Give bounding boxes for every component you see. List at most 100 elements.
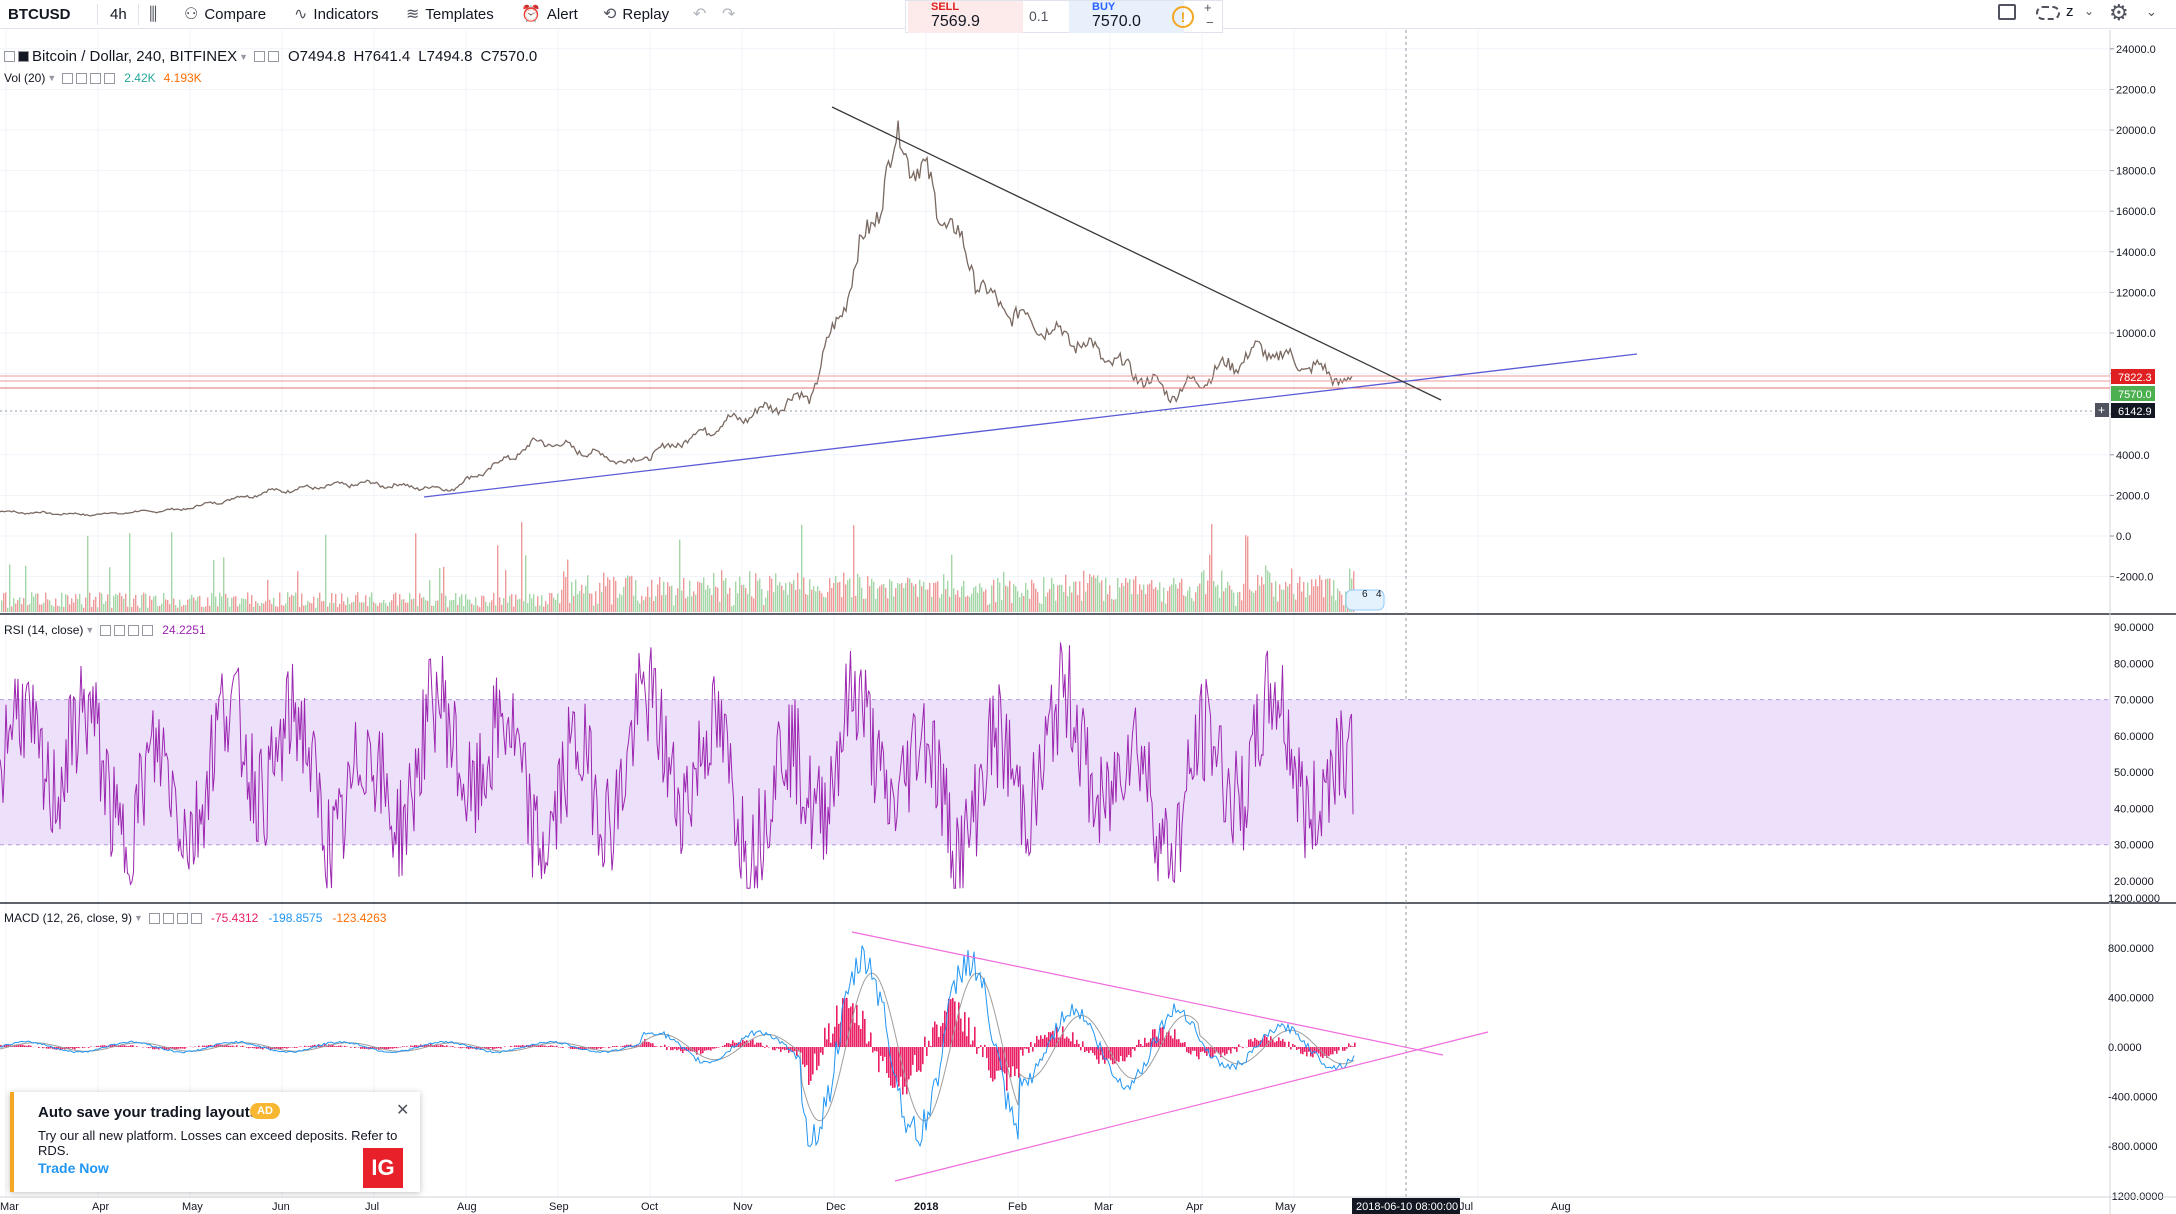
histogram-bar bbox=[768, 1047, 770, 1048]
cloud-save-button[interactable] bbox=[2036, 6, 2060, 20]
histogram-bar bbox=[1354, 1042, 1356, 1047]
collapse-icon[interactable] bbox=[4, 51, 15, 62]
chevron-down-icon[interactable]: ▼ bbox=[47, 73, 57, 83]
volume-bar bbox=[665, 594, 667, 612]
minus-icon[interactable]: − bbox=[1206, 15, 1214, 30]
histogram-bar bbox=[490, 1047, 492, 1049]
volume-bar bbox=[609, 579, 611, 612]
chevron-down-icon[interactable]: ▼ bbox=[134, 913, 143, 923]
chevron-down-icon[interactable]: ⌄ bbox=[2084, 4, 2095, 18]
volume-bar bbox=[785, 582, 787, 612]
plus-icon[interactable]: + bbox=[1204, 0, 1212, 15]
histogram-bar bbox=[1096, 1047, 1098, 1060]
volume-bars bbox=[1, 522, 1355, 612]
histogram-bar bbox=[772, 1047, 774, 1050]
indicators-button[interactable]: ∿ Indicators bbox=[294, 0, 378, 28]
close-icon[interactable] bbox=[142, 624, 154, 636]
chevron-down-icon[interactable]: ⌄ bbox=[2146, 4, 2157, 19]
volume-bar bbox=[357, 592, 359, 612]
histogram-bar bbox=[330, 1044, 332, 1047]
volume-bar bbox=[789, 581, 791, 612]
rsi-value: 24.2251 bbox=[162, 623, 206, 637]
volume-bar bbox=[767, 590, 769, 612]
visibility-icon[interactable] bbox=[254, 51, 265, 62]
settings-icon[interactable] bbox=[114, 624, 126, 636]
histogram-bar bbox=[568, 1047, 570, 1048]
buy-button[interactable]: BUY 7570.0 bbox=[1069, 1, 1184, 33]
chevron-down-icon[interactable]: ▼ bbox=[239, 51, 248, 62]
replay-icon: ⟲ bbox=[603, 6, 617, 23]
volume-bar bbox=[1101, 580, 1103, 612]
volume-bar bbox=[657, 584, 659, 612]
gear-icon[interactable]: ⚙ bbox=[2109, 0, 2129, 25]
close-icon[interactable]: ✕ bbox=[396, 1102, 410, 1119]
visibility-icon[interactable] bbox=[148, 912, 160, 924]
volume-bar bbox=[925, 589, 927, 612]
volume-bar bbox=[163, 593, 165, 612]
more-icon[interactable] bbox=[176, 912, 188, 924]
fullscreen-button[interactable] bbox=[1998, 4, 2016, 20]
alert-label: Alert bbox=[546, 5, 578, 23]
histogram-bar bbox=[126, 1046, 128, 1047]
volume-bar bbox=[947, 580, 949, 612]
visibility-icon[interactable] bbox=[62, 72, 74, 84]
sell-button[interactable]: SELL 7569.9 bbox=[908, 1, 1023, 33]
histogram-bar bbox=[1216, 1047, 1218, 1052]
volume-bar bbox=[1313, 586, 1315, 612]
price-chart[interactable]: 6 4 24000.0 22000.0 20000.0 18000.0 16000.0 140… bbox=[0, 30, 2176, 1214]
save-layout-button[interactable]: z bbox=[2066, 3, 2074, 20]
more-icon[interactable] bbox=[128, 624, 140, 636]
volume-bar bbox=[589, 593, 591, 612]
histogram-bar bbox=[202, 1045, 204, 1047]
volume-bar bbox=[677, 588, 679, 612]
histogram-bar bbox=[1058, 1037, 1060, 1047]
price-series-line bbox=[0, 120, 1353, 517]
volume-bar bbox=[837, 582, 839, 612]
replay-button[interactable]: ⟲ Replay bbox=[603, 0, 669, 28]
histogram-bar bbox=[1238, 1044, 1240, 1047]
more-icon[interactable] bbox=[90, 72, 102, 84]
histogram-bar bbox=[1186, 1047, 1188, 1053]
volume-bar bbox=[587, 575, 589, 612]
ig-logo[interactable]: IG bbox=[363, 1148, 403, 1188]
histogram-bar bbox=[594, 1047, 596, 1049]
histogram-bar bbox=[786, 1047, 788, 1050]
chevron-down-icon[interactable]: ▼ bbox=[85, 625, 95, 635]
histogram-bar bbox=[100, 1045, 102, 1047]
trade-now-link[interactable]: Trade Now bbox=[38, 1160, 109, 1176]
histogram-bar bbox=[224, 1044, 226, 1047]
volume-bar bbox=[273, 597, 275, 612]
undo-button[interactable]: ↶ bbox=[693, 0, 706, 28]
compare-button[interactable]: ⚇ Compare bbox=[184, 0, 266, 28]
redo-button[interactable]: ↷ bbox=[722, 0, 735, 28]
warning-icon[interactable]: ! bbox=[1172, 6, 1194, 28]
volume-bar bbox=[21, 604, 23, 612]
close-icon[interactable] bbox=[190, 912, 202, 924]
histogram-bar bbox=[936, 1024, 938, 1047]
macd-tick-label: 0.0000 bbox=[2108, 1042, 2142, 1054]
volume-bar bbox=[53, 606, 55, 612]
interval-button[interactable]: 4h bbox=[110, 5, 127, 23]
volume-bar bbox=[447, 607, 449, 612]
volume-bar bbox=[1343, 605, 1345, 612]
close-icon[interactable] bbox=[104, 72, 116, 84]
settings-icon[interactable] bbox=[162, 912, 174, 924]
symbol-search-button[interactable]: BTCUSD bbox=[8, 5, 71, 23]
volume-bar bbox=[335, 593, 337, 612]
volume-bar bbox=[443, 566, 445, 612]
volume-bar bbox=[863, 598, 865, 612]
settings-icon[interactable] bbox=[76, 72, 88, 84]
volume-bar bbox=[87, 535, 89, 612]
histogram-bar bbox=[48, 1047, 50, 1049]
settings-icon[interactable] bbox=[268, 51, 279, 62]
histogram-bar bbox=[1208, 1047, 1210, 1053]
templates-button[interactable]: ≋ Templates bbox=[406, 0, 494, 28]
time-tick-label: Apr bbox=[1186, 1201, 1203, 1213]
volume-bar bbox=[1185, 596, 1187, 612]
symbol-square-icon bbox=[18, 51, 29, 62]
histogram-bar bbox=[412, 1045, 414, 1047]
chart-style-button[interactable]: ⫼ bbox=[149, 0, 157, 28]
alert-button[interactable]: ⏰ Alert bbox=[521, 0, 578, 28]
visibility-icon[interactable] bbox=[100, 624, 112, 636]
volume-bar bbox=[779, 582, 781, 612]
